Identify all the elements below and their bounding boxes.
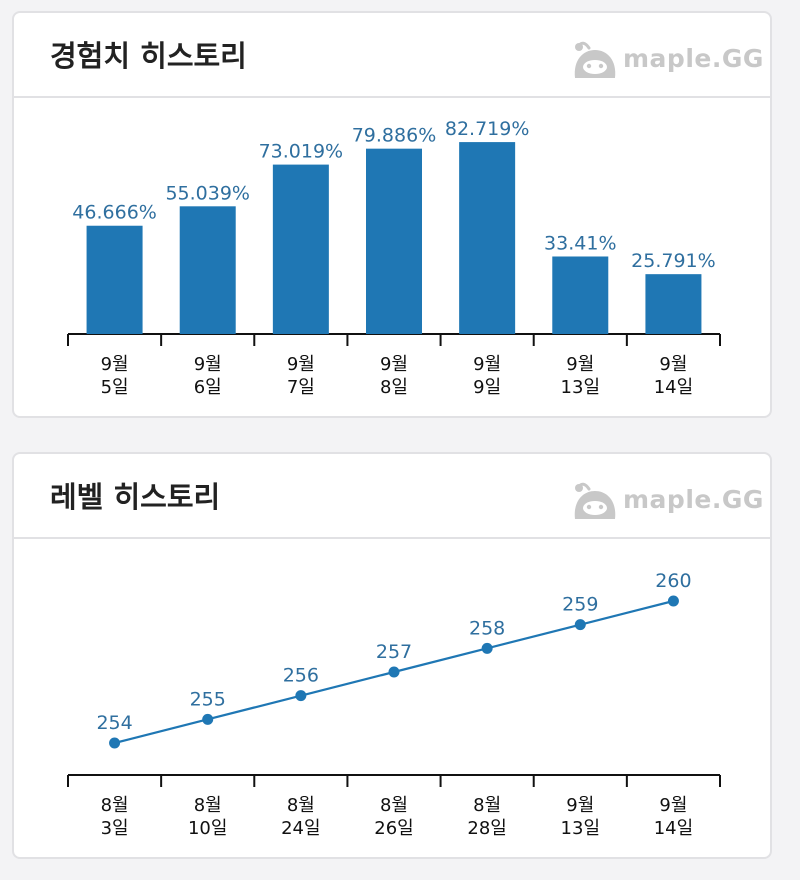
point-value-label: 254 xyxy=(96,712,132,734)
x-tick-label: 14일 xyxy=(654,377,693,398)
point-value-label: 255 xyxy=(190,688,226,710)
exp-card-header: 경험치 히스토리 maple.GG xyxy=(14,13,770,98)
x-tick-label: 9월 xyxy=(659,795,687,816)
x-tick-label: 9월 xyxy=(194,354,222,375)
bar-value-label: 82.719% xyxy=(445,118,530,140)
x-tick-label: 9월 xyxy=(101,354,129,375)
level-point[interactable] xyxy=(202,713,214,725)
brand-logo[interactable]: maple.GG xyxy=(571,479,763,523)
bar-value-label: 55.039% xyxy=(165,182,250,204)
level-point[interactable] xyxy=(388,666,400,678)
exp-bar[interactable] xyxy=(272,164,329,334)
exp-bar[interactable] xyxy=(86,225,143,334)
x-tick-label: 8월 xyxy=(194,795,222,816)
point-value-label: 256 xyxy=(283,665,319,687)
x-tick-label: 26일 xyxy=(374,818,413,839)
x-tick-label: 13일 xyxy=(561,377,600,398)
exp-bar[interactable] xyxy=(645,274,702,334)
x-tick-label: 9월 xyxy=(473,354,501,375)
level-point[interactable] xyxy=(481,642,493,654)
exp-bar[interactable] xyxy=(459,142,516,334)
point-value-label: 257 xyxy=(376,641,412,663)
x-tick-label: 9일 xyxy=(473,377,501,398)
level-card-header: 레벨 히스토리 maple.GG xyxy=(14,454,770,539)
x-tick-label: 10일 xyxy=(188,818,227,839)
x-tick-label: 9월 xyxy=(287,354,315,375)
bar-value-label: 46.666% xyxy=(72,202,157,224)
x-tick-label: 13일 xyxy=(561,818,600,839)
point-value-label: 258 xyxy=(469,617,505,639)
level-point[interactable] xyxy=(667,595,679,607)
slime-mascot-icon xyxy=(574,482,616,519)
level-point[interactable] xyxy=(574,619,586,631)
x-tick-label: 8월 xyxy=(380,795,408,816)
level-card-title: 레벨 히스토리 xyxy=(50,480,221,514)
x-tick-label: 6일 xyxy=(194,377,222,398)
level-history-card: 레벨 히스토리 maple.GG 8월 3일 8월 10일 8월 24일 8월 26일 8월 28… xyxy=(12,452,772,859)
x-tick-label: 24일 xyxy=(281,818,320,839)
x-tick-label: 8월 xyxy=(101,795,129,816)
x-tick-label: 7일 xyxy=(287,377,315,398)
bar-value-label: 73.019% xyxy=(259,141,344,163)
level-point[interactable] xyxy=(295,690,307,702)
exp-bar-chart: 9월5일9월6일9월7일9월8일9월9일9월13일9월14일46.666%55.… xyxy=(67,118,721,398)
x-tick-label: 8월 xyxy=(287,795,315,816)
x-tick-label: 9월 xyxy=(566,354,594,375)
exp-history-card: 경험치 히스토리 maple.GG 9월 5일 9월 6일 9월 7일 9월 8일 9월 9일 9월… xyxy=(12,11,772,418)
exp-bar[interactable] xyxy=(366,148,422,334)
exp-bar[interactable] xyxy=(179,206,236,334)
x-tick-label: 9월 xyxy=(659,354,687,375)
point-value-label: 259 xyxy=(562,594,598,616)
bar-value-label: 33.41% xyxy=(544,232,616,254)
x-tick-label: 9월 xyxy=(380,354,408,375)
level-point[interactable] xyxy=(109,737,121,749)
brand-logo[interactable]: maple.GG xyxy=(571,38,763,82)
x-tick-label: 3일 xyxy=(101,818,129,839)
exp-bar[interactable] xyxy=(552,256,609,334)
x-tick-label: 8월 xyxy=(473,795,501,816)
x-tick-label: 5일 xyxy=(101,377,129,398)
exp-card-title: 경험치 히스토리 xyxy=(50,39,247,73)
slime-mascot-icon xyxy=(574,41,616,78)
brand-name: maple.GG xyxy=(623,44,764,73)
x-tick-label: 14일 xyxy=(654,818,693,839)
x-tick-label: 9월 xyxy=(566,795,594,816)
level-line-chart: 8월3일8월10일8월24일8월26일8월28일9월13일9월14일254255… xyxy=(67,570,721,839)
brand-name: maple.GG xyxy=(623,485,764,514)
bar-value-label: 79.886% xyxy=(352,125,437,147)
x-tick-label: 28일 xyxy=(467,818,506,839)
bar-value-label: 25.791% xyxy=(631,250,716,272)
x-tick-label: 8일 xyxy=(380,377,408,398)
point-value-label: 260 xyxy=(655,570,691,592)
